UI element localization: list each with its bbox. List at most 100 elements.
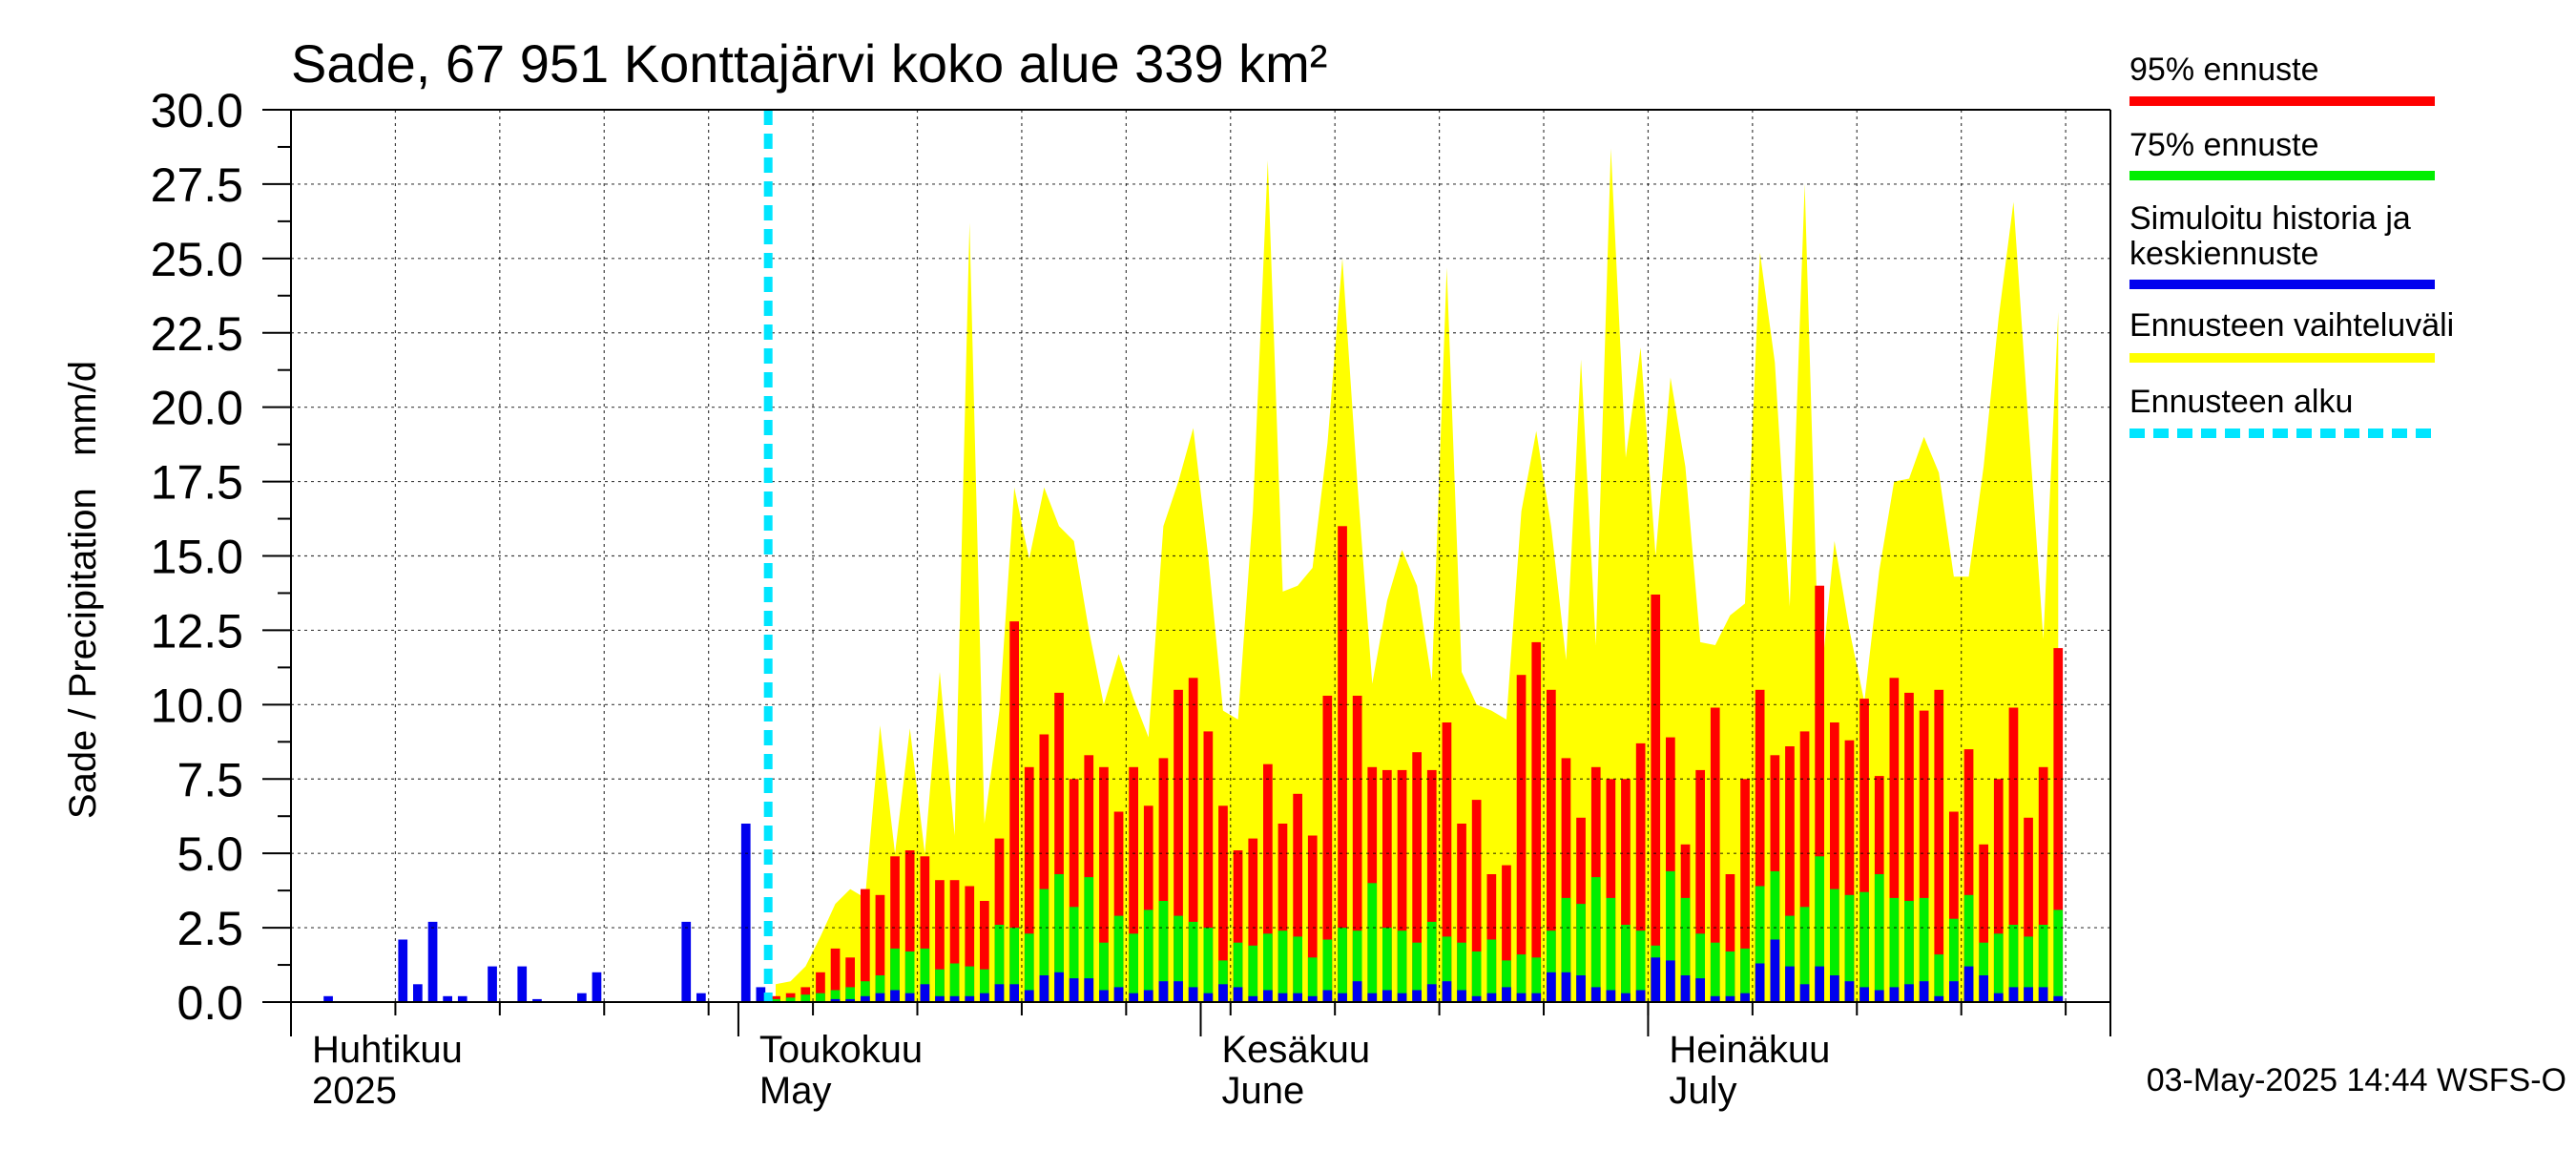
y-tick-label: 7.5: [177, 753, 243, 806]
x-month-sublabel: June: [1222, 1070, 1305, 1112]
forecast-range-area: [776, 148, 2059, 1002]
bar-p75: [2008, 925, 2019, 1002]
bar-p95: [1755, 689, 1765, 1003]
bar-p95: [1099, 766, 1109, 1002]
bar-p75: [1755, 886, 1765, 1002]
y-tick-label: 15.0: [151, 531, 243, 584]
bar-median: [830, 998, 841, 1002]
bar-median: [2053, 995, 2064, 1002]
bar-median: [1949, 981, 1959, 1002]
bar-p75: [1590, 877, 1601, 1002]
bar-p95: [1069, 779, 1079, 1003]
bar-p95: [1710, 707, 1720, 1002]
x-month-label: Huhtikuu: [312, 1029, 463, 1071]
bar-p75: [845, 987, 855, 1002]
bar-p75: [1785, 915, 1795, 1002]
bars-layer: [323, 526, 2064, 1003]
bar-p75: [875, 975, 885, 1002]
bar-history: [756, 987, 766, 1002]
bar-median: [1859, 987, 1869, 1002]
bar-p75: [980, 969, 989, 1002]
bar-p95: [1412, 752, 1422, 1002]
bar-median: [1293, 993, 1302, 1002]
bar-median: [1904, 984, 1914, 1002]
bar-median: [1621, 993, 1631, 1002]
bar-p95: [1904, 692, 1914, 1002]
bar-p75: [1874, 874, 1884, 1002]
bar-p75: [785, 997, 796, 1002]
bar-median: [1382, 990, 1392, 1002]
bar-p75: [1174, 915, 1183, 1002]
bar-p75: [1426, 921, 1437, 1002]
bar-median: [2024, 987, 2033, 1002]
bar-median: [1919, 981, 1929, 1002]
bar-p95: [1830, 722, 1839, 1002]
bar-median: [1322, 990, 1333, 1002]
bar-median: [845, 998, 855, 1002]
bar-median: [1412, 990, 1422, 1002]
bar-p75: [1338, 928, 1347, 1002]
bar-history: [681, 921, 692, 1002]
bar-p75: [1009, 928, 1019, 1002]
bar-p95: [965, 886, 975, 1002]
bar-p95: [1233, 850, 1243, 1002]
bar-p95: [1426, 769, 1437, 1002]
bar-median: [1397, 993, 1407, 1002]
bar-median: [1233, 987, 1243, 1002]
bar-median: [1516, 993, 1527, 1002]
bar-median: [1815, 966, 1824, 1002]
bar-p95: [1263, 763, 1273, 1002]
bar-median: [1502, 987, 1511, 1002]
bar-p95: [845, 957, 855, 1003]
axes-layer: 0.0 2.5 5.0 7.5 10.0 12.5 15.0 17.5 20.0 22.5 25.0…: [151, 84, 2111, 1112]
bar-p95: [1113, 811, 1124, 1002]
bar-p75: [1919, 897, 1929, 1002]
bar-p75: [2053, 910, 2064, 1002]
bar-p75: [1710, 942, 1720, 1002]
bar-median: [1158, 981, 1169, 1002]
bar-p95: [1993, 779, 2004, 1003]
bar-p75: [1129, 933, 1138, 1002]
bar-p75: [1143, 910, 1153, 1002]
bar-p95: [1471, 800, 1482, 1002]
bar-p95: [1949, 811, 1959, 1002]
bar-median: [1785, 966, 1795, 1002]
bar-p75: [1889, 897, 1900, 1002]
bar-median: [1979, 975, 1988, 1002]
bar-p95: [949, 880, 960, 1002]
bar-history: [740, 824, 751, 1002]
y-axis-label: Sade / Precipitation mm/d: [62, 361, 104, 819]
bar-p75: [904, 951, 915, 1002]
bar-p95: [1188, 678, 1198, 1002]
bar-median: [1367, 993, 1378, 1002]
bar-median: [875, 993, 885, 1002]
bar-p75: [1382, 928, 1392, 1002]
bar-p95: [1889, 678, 1900, 1002]
bar-p75: [1859, 891, 1869, 1002]
bar-p75: [1054, 874, 1064, 1002]
legend-label: Ennusteen vaihteluväli: [2129, 307, 2454, 344]
bar-p95: [1606, 779, 1616, 1003]
bar-p75: [861, 981, 870, 1002]
bar-median: [1695, 978, 1705, 1002]
bar-p95: [890, 856, 900, 1002]
bar-p95: [861, 889, 870, 1002]
bar-median: [1561, 972, 1571, 1002]
bar-p75: [1084, 877, 1094, 1002]
bar-p95: [1799, 731, 1810, 1002]
bar-median: [965, 995, 975, 1002]
bar-median: [1531, 993, 1542, 1002]
bar-p75: [1486, 939, 1497, 1002]
bar-median: [1651, 957, 1661, 1003]
bar-p75: [1248, 945, 1258, 1002]
bar-median: [994, 984, 1005, 1002]
bar-p75: [816, 993, 825, 1002]
bar-median: [1084, 978, 1094, 1002]
bar-p75: [1307, 957, 1318, 1003]
bar-p95: [1203, 731, 1214, 1002]
bar-p75: [1904, 901, 1914, 1002]
bar-history: [398, 939, 408, 1002]
bar-median: [1486, 993, 1497, 1002]
